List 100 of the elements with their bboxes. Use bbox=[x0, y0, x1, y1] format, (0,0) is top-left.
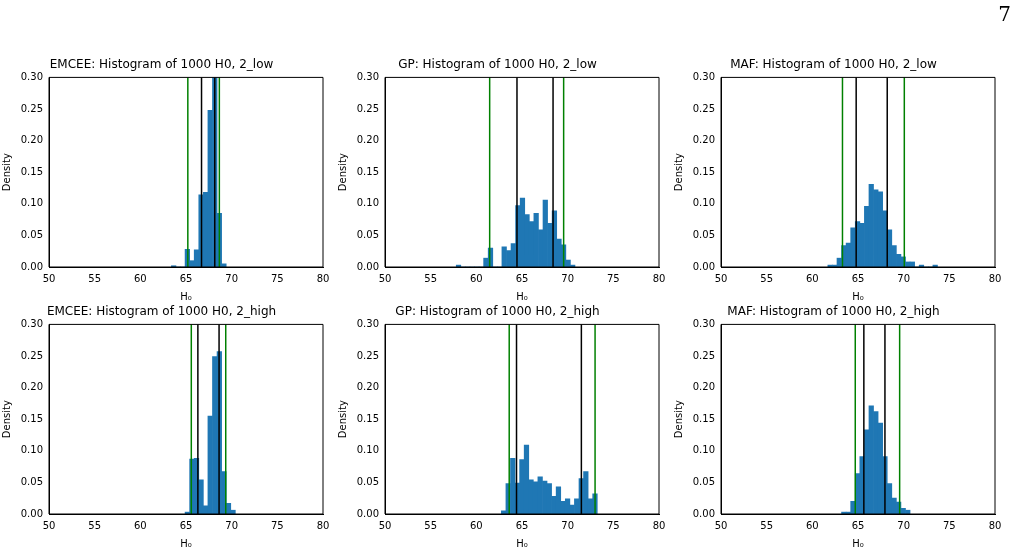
y-tick-label: 0.25 bbox=[20, 102, 43, 114]
x-tick-label: 65 bbox=[851, 519, 865, 531]
y-tick-label: 0.30 bbox=[692, 70, 715, 82]
y-tick-label: 0.20 bbox=[20, 381, 43, 393]
x-tick-label: 50 bbox=[714, 519, 728, 531]
y-tick-label: 0.15 bbox=[692, 412, 715, 424]
y-axis-title: Density bbox=[672, 153, 684, 192]
y-tick-label: 0.30 bbox=[20, 317, 43, 329]
x-tick-label: 60 bbox=[133, 272, 147, 284]
x-tick-label: 50 bbox=[42, 272, 56, 284]
x-tick-label: 55 bbox=[88, 519, 102, 531]
y-tick-label: 0.15 bbox=[20, 165, 43, 177]
y-tick-label: 0.15 bbox=[356, 412, 379, 424]
x-tick-label: 50 bbox=[378, 272, 392, 284]
x-axis-title: H₀ bbox=[852, 537, 864, 549]
x-tick-label: 80 bbox=[652, 272, 666, 284]
y-tick-label: 0.30 bbox=[20, 70, 43, 82]
y-tick-label: 0.05 bbox=[692, 228, 715, 240]
x-tick-label: 55 bbox=[760, 272, 774, 284]
y-tick-label: 0.00 bbox=[356, 260, 379, 272]
y-tick-label: 0.30 bbox=[356, 70, 379, 82]
y-tick-label: 0.25 bbox=[20, 349, 43, 361]
x-tick-label: 60 bbox=[469, 272, 483, 284]
y-tick-label: 0.05 bbox=[356, 228, 379, 240]
x-tick-label: 55 bbox=[424, 519, 438, 531]
y-tick-label: 0.15 bbox=[20, 412, 43, 424]
y-tick-label: 0.00 bbox=[692, 260, 715, 272]
y-tick-label: 0.00 bbox=[20, 507, 43, 519]
chart-title: GP: Histogram of 1000 H0, 2_low bbox=[398, 57, 597, 72]
y-tick-label: 0.10 bbox=[20, 197, 43, 209]
y-tick-label: 0.30 bbox=[356, 317, 379, 329]
x-tick-label: 70 bbox=[561, 272, 575, 284]
y-axis-title: Density bbox=[672, 400, 684, 439]
y-tick-label: 0.20 bbox=[20, 134, 43, 146]
y-tick-label: 0.20 bbox=[692, 381, 715, 393]
y-tick-label: 0.05 bbox=[356, 475, 379, 487]
x-tick-label: 60 bbox=[805, 272, 819, 284]
y-tick-label: 0.00 bbox=[20, 260, 43, 272]
x-tick-label: 50 bbox=[42, 519, 56, 531]
x-tick-label: 80 bbox=[988, 272, 1002, 284]
x-tick-label: 65 bbox=[179, 519, 193, 531]
x-tick-label: 60 bbox=[133, 519, 147, 531]
x-tick-label: 75 bbox=[942, 519, 956, 531]
y-tick-label: 0.25 bbox=[692, 102, 715, 114]
y-tick-label: 0.20 bbox=[356, 134, 379, 146]
x-tick-label: 80 bbox=[316, 519, 330, 531]
x-tick-label: 75 bbox=[270, 519, 284, 531]
x-tick-label: 70 bbox=[225, 272, 239, 284]
y-tick-label: 0.05 bbox=[20, 475, 43, 487]
x-axis-title: H₀ bbox=[852, 290, 864, 302]
y-tick-label: 0.10 bbox=[356, 197, 379, 209]
y-tick-label: 0.10 bbox=[692, 197, 715, 209]
x-tick-label: 65 bbox=[515, 519, 529, 531]
y-tick-label: 0.05 bbox=[692, 475, 715, 487]
x-tick-label: 55 bbox=[424, 272, 438, 284]
chart-title: EMCEE: Histogram of 1000 H0, 2_low bbox=[49, 57, 274, 72]
x-tick-label: 80 bbox=[316, 272, 330, 284]
y-tick-label: 0.25 bbox=[356, 102, 379, 114]
y-tick-label: 0.30 bbox=[692, 317, 715, 329]
y-tick-label: 0.10 bbox=[20, 444, 43, 456]
chart-title: EMCEE: Histogram of 1000 H0, 2_high bbox=[46, 304, 277, 319]
x-tick-label: 50 bbox=[714, 272, 728, 284]
x-tick-label: 60 bbox=[805, 519, 819, 531]
chart-title: MAF: Histogram of 1000 H0, 2_low bbox=[730, 57, 937, 72]
x-tick-label: 80 bbox=[652, 519, 666, 531]
x-axis-title: H₀ bbox=[516, 290, 528, 302]
x-tick-label: 75 bbox=[942, 272, 956, 284]
x-tick-label: 60 bbox=[469, 519, 483, 531]
x-tick-label: 80 bbox=[988, 519, 1002, 531]
y-tick-label: 0.25 bbox=[356, 349, 379, 361]
y-tick-label: 0.20 bbox=[692, 134, 715, 146]
x-tick-label: 50 bbox=[378, 519, 392, 531]
y-tick-label: 0.10 bbox=[692, 444, 715, 456]
x-axis-title: H₀ bbox=[516, 537, 528, 549]
chart-title: GP: Histogram of 1000 H0, 2_high bbox=[395, 304, 600, 319]
y-tick-label: 0.25 bbox=[692, 349, 715, 361]
x-tick-label: 55 bbox=[760, 519, 774, 531]
y-tick-label: 0.15 bbox=[356, 165, 379, 177]
y-tick-label: 0.05 bbox=[20, 228, 43, 240]
y-tick-label: 0.10 bbox=[356, 444, 379, 456]
x-tick-label: 65 bbox=[851, 272, 865, 284]
x-tick-label: 70 bbox=[897, 272, 911, 284]
x-tick-label: 70 bbox=[897, 519, 911, 531]
text: 7 bbox=[998, 2, 1011, 26]
y-axis-title: Density bbox=[0, 400, 12, 439]
y-tick-label: 0.20 bbox=[356, 381, 379, 393]
x-tick-label: 65 bbox=[179, 272, 193, 284]
x-tick-label: 70 bbox=[561, 519, 575, 531]
x-axis-title: H₀ bbox=[180, 537, 192, 549]
y-tick-label: 0.15 bbox=[692, 165, 715, 177]
x-tick-label: 75 bbox=[606, 272, 620, 284]
y-tick-label: 0.00 bbox=[692, 507, 715, 519]
y-tick-label: 0.00 bbox=[356, 507, 379, 519]
x-tick-label: 55 bbox=[88, 272, 102, 284]
chart-title: MAF: Histogram of 1000 H0, 2_high bbox=[727, 304, 940, 319]
y-axis-title: Density bbox=[336, 153, 348, 192]
x-tick-label: 70 bbox=[225, 519, 239, 531]
x-tick-label: 65 bbox=[515, 272, 529, 284]
y-axis-title: Density bbox=[0, 153, 12, 192]
x-tick-label: 75 bbox=[606, 519, 620, 531]
